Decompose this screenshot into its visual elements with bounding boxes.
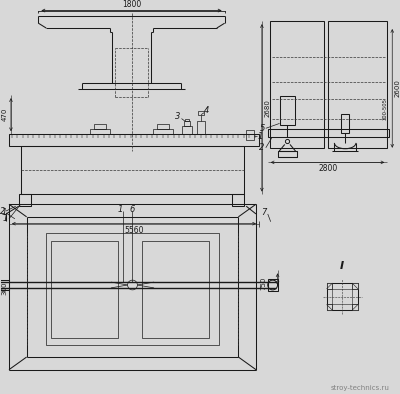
Bar	[197, 121, 205, 134]
Text: 1: 1	[258, 132, 263, 141]
Bar	[153, 129, 173, 134]
Bar	[142, 241, 209, 338]
Text: 470: 470	[2, 108, 8, 121]
Text: I: I	[340, 260, 344, 271]
Bar	[326, 305, 332, 310]
Text: 300-505: 300-505	[382, 98, 387, 120]
Text: 1: 1	[118, 204, 124, 214]
Bar	[270, 21, 324, 148]
Bar	[278, 151, 297, 156]
Bar	[352, 283, 358, 289]
Bar	[182, 126, 192, 134]
Bar	[352, 305, 358, 310]
Bar	[51, 241, 118, 338]
Text: 1800: 1800	[122, 0, 141, 9]
Bar	[90, 129, 110, 134]
Text: 2680: 2680	[265, 99, 271, 117]
Bar	[341, 114, 349, 133]
Text: 1: 1	[1, 208, 7, 216]
Bar	[232, 195, 244, 206]
Bar	[19, 195, 30, 206]
Bar	[46, 233, 219, 345]
Bar	[326, 283, 358, 310]
Bar	[246, 130, 254, 140]
Bar	[268, 129, 389, 137]
Bar	[9, 134, 259, 146]
Text: 2600: 2600	[394, 80, 400, 97]
Bar	[0, 280, 9, 290]
Text: 5: 5	[260, 124, 265, 133]
Text: 2: 2	[260, 143, 265, 152]
Bar	[21, 146, 244, 195]
Bar	[268, 279, 278, 291]
Text: 3: 3	[175, 112, 180, 121]
Text: 2: 2	[0, 206, 6, 216]
Text: 7: 7	[261, 208, 266, 216]
Text: 750: 750	[261, 276, 267, 290]
Bar	[326, 283, 332, 289]
Text: 6: 6	[130, 204, 135, 214]
Text: 4: 4	[204, 106, 210, 115]
Bar	[184, 121, 190, 126]
Text: 300: 300	[1, 281, 7, 295]
Text: 5560: 5560	[124, 226, 144, 235]
Bar	[198, 111, 204, 115]
Bar	[280, 96, 295, 125]
Bar	[157, 125, 169, 129]
Text: stroy-technics.ru: stroy-technics.ru	[330, 385, 389, 391]
Bar	[186, 119, 189, 121]
Text: 1: 1	[2, 214, 8, 223]
Text: 2800: 2800	[319, 164, 338, 173]
Bar	[328, 21, 387, 148]
Bar	[94, 125, 106, 129]
